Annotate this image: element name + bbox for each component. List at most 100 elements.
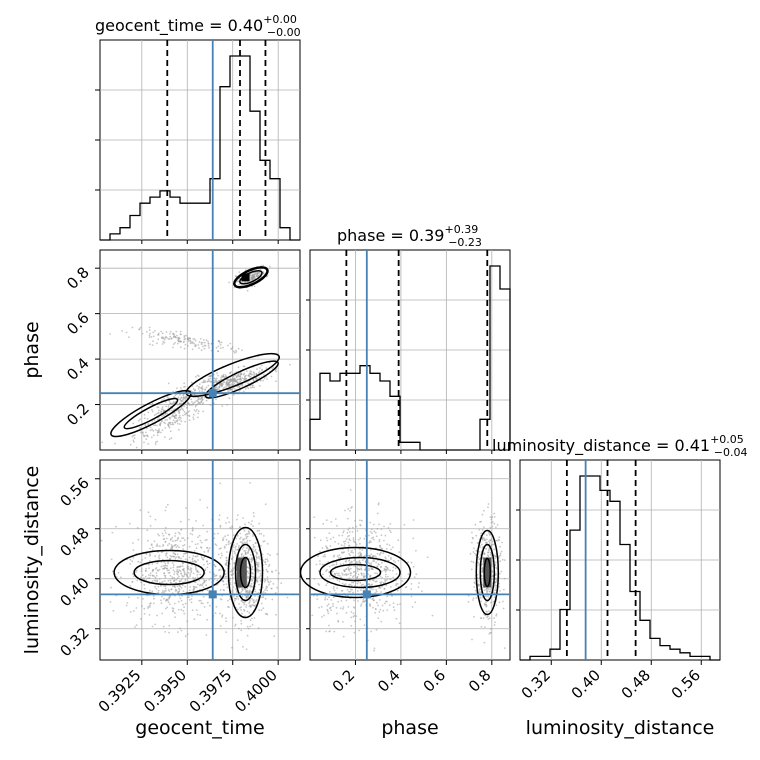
scatter-point [142, 598, 144, 600]
scatter-point [173, 412, 176, 414]
scatter-point [335, 563, 338, 566]
scatter-point [273, 635, 276, 638]
scatter-point [189, 586, 192, 588]
scatter-point [251, 598, 254, 600]
scatter-point [229, 598, 231, 601]
scatter-point [412, 519, 415, 521]
scatter-point [132, 542, 134, 544]
scatter-point [149, 429, 152, 432]
scatter-point [160, 337, 163, 340]
scatter-point [191, 540, 194, 543]
scatter-point [204, 569, 207, 572]
scatter-point [209, 571, 211, 573]
scatter-point [253, 386, 256, 389]
scatter-point [352, 537, 355, 539]
scatter-point [240, 553, 243, 556]
scatter-point [378, 563, 380, 566]
scatter-point [187, 338, 190, 341]
scatter-point [257, 565, 260, 568]
scatter-point [266, 578, 269, 581]
scatter-point [342, 531, 345, 534]
scatter-point [362, 575, 365, 577]
scatter-point [184, 578, 187, 581]
scatter-point [336, 587, 338, 589]
scatter-point [359, 561, 362, 564]
scatter-point [202, 345, 204, 348]
scatter-point [225, 620, 228, 623]
scatter-point [168, 596, 171, 598]
scatter-point [357, 538, 360, 541]
scatter-point [171, 576, 174, 578]
scatter-point [480, 625, 483, 628]
scatter-point [198, 390, 201, 392]
scatter-point [369, 579, 371, 582]
scatter-point [193, 618, 196, 621]
scatter-point [401, 580, 404, 582]
scatter-point [143, 413, 146, 416]
scatter-point [477, 556, 480, 559]
scatter-point [173, 545, 176, 547]
scatter-point [257, 562, 260, 564]
scatter-point [328, 565, 331, 568]
scatter-point [236, 375, 238, 378]
scatter-point [393, 609, 396, 612]
scatter-point [202, 410, 205, 413]
scatter-point [183, 347, 186, 350]
scatter-point [169, 430, 172, 433]
scatter-point [352, 615, 355, 618]
scatter-point [198, 383, 201, 385]
scatter-point [242, 390, 245, 393]
scatter-point [359, 537, 362, 540]
scatter-point [340, 600, 343, 602]
scatter-point [326, 547, 328, 550]
scatter-point [275, 370, 277, 373]
scatter-point [151, 625, 154, 628]
scatter-point [475, 597, 478, 599]
scatter-point [360, 603, 363, 605]
scatter-point [169, 567, 172, 570]
panel-phase-hist: phase = 0.39+0.39 −0.23 [309, 223, 511, 451]
scatter-point [388, 604, 391, 606]
scatter-point [168, 438, 171, 440]
scatter-point [321, 563, 324, 566]
scatter-point [487, 610, 490, 612]
scatter-point [189, 342, 192, 345]
scatter-point [189, 589, 191, 592]
scatter-point [373, 649, 375, 652]
scatter-point [363, 537, 366, 540]
scatter-point [350, 572, 353, 574]
scatter-point [199, 539, 202, 542]
scatter-point [343, 543, 346, 545]
scatter-point [357, 568, 360, 570]
scatter-point [313, 577, 316, 580]
scatter-point [407, 573, 410, 576]
scatter-point [257, 563, 260, 566]
scatter-point [165, 537, 168, 540]
scatter-point [180, 407, 183, 409]
scatter-point [341, 621, 344, 623]
scatter-point [264, 578, 266, 581]
scatter-point [382, 582, 385, 585]
scatter-point [181, 537, 183, 540]
scatter-point [249, 539, 251, 542]
scatter-point [241, 349, 243, 352]
scatter-point [347, 550, 350, 552]
scatter-point [197, 388, 200, 390]
scatter-point [387, 555, 390, 557]
scatter-point [399, 603, 401, 605]
scatter-point [367, 534, 370, 537]
scatter-point [164, 427, 167, 429]
scatter-point [338, 572, 340, 575]
scatter-point [189, 532, 192, 535]
scatter-point [182, 610, 185, 612]
scatter-point [354, 558, 356, 560]
scatter-point [202, 402, 205, 404]
scatter-point [412, 537, 415, 540]
scatter-point [275, 569, 277, 572]
scatter-point [156, 543, 159, 546]
scatter-point [488, 590, 491, 593]
scatter-point [330, 521, 333, 523]
scatter-point [208, 562, 211, 565]
scatter-point [490, 518, 493, 521]
scatter-point [357, 552, 360, 555]
